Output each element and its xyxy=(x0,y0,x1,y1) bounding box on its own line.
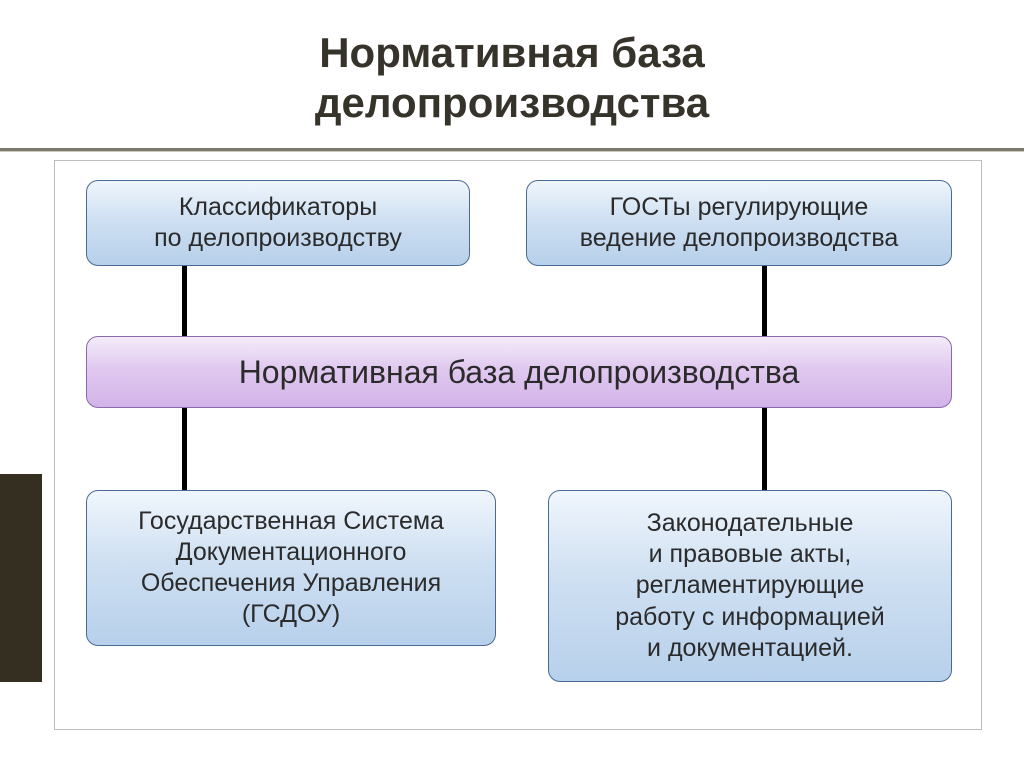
page-title-container: Нормативная база делопроизводства xyxy=(0,0,1024,137)
left-accent-block xyxy=(0,474,42,682)
node-label: Законодательныеи правовые акты,регламент… xyxy=(615,508,885,664)
node-label: Нормативная база делопроизводства xyxy=(239,352,800,392)
connector-center-bottom_right xyxy=(762,408,767,490)
node-top_right: ГОСТы регулирующиеведение делопроизводст… xyxy=(526,180,952,266)
node-top_left: Классификаторыпо делопроизводству xyxy=(86,180,470,266)
node-bottom_left: Государственная СистемаДокументационного… xyxy=(86,490,496,646)
title-line-2: делопроизводства xyxy=(315,79,709,126)
title-underline xyxy=(0,148,1024,152)
node-center: Нормативная база делопроизводства xyxy=(86,336,952,408)
page-title: Нормативная база делопроизводства xyxy=(315,28,709,129)
connector-top_left-center xyxy=(182,266,187,336)
connector-center-bottom_left xyxy=(182,408,187,490)
node-bottom_right: Законодательныеи правовые акты,регламент… xyxy=(548,490,952,682)
node-label: Государственная СистемаДокументационного… xyxy=(138,506,444,631)
connector-top_right-center xyxy=(762,266,767,336)
node-label: Классификаторыпо делопроизводству xyxy=(154,192,402,255)
title-line-1: Нормативная база xyxy=(319,29,705,76)
node-label: ГОСТы регулирующиеведение делопроизводст… xyxy=(580,192,898,255)
